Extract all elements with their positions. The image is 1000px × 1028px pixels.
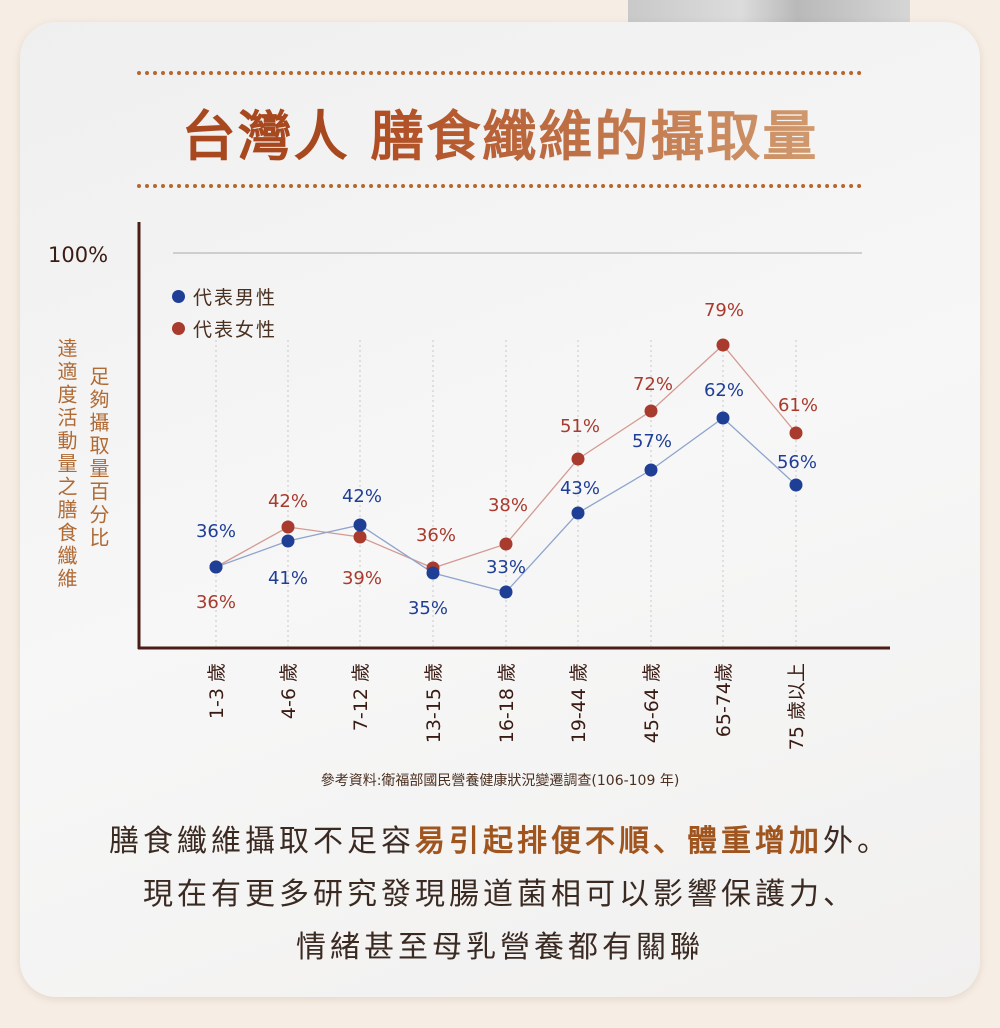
body-line-3: 情緒甚至母乳營養都有關聯 — [296, 930, 704, 965]
x-tick-label: 19-44 歲 — [568, 663, 590, 743]
data-point-male — [571, 506, 585, 520]
data-point-male — [353, 518, 367, 532]
source-note: 參考資料:衛福部國民營養健康狀況變遷調查(106-109 年) — [320, 773, 680, 789]
data-label-male: 42% — [342, 486, 382, 507]
x-tick-label: 4-6 歲 — [278, 663, 300, 719]
x-tick-label: 65-74歲 — [713, 663, 735, 737]
dotted-divider — [137, 71, 862, 75]
legend-male-dot — [172, 290, 185, 303]
line-chart: 36% 42% 39% 36% 38% 51% 72% 79% 61% 36% 41% 42% 35% 3… — [137, 222, 890, 750]
x-tick-label: 75 歲以上 — [786, 663, 808, 750]
x-tick-label: 1-3 歲 — [206, 663, 228, 719]
data-label-female: 72% — [633, 374, 673, 395]
data-point-male — [499, 585, 513, 599]
title-part2: 膳食纖維的攝取量 — [370, 104, 819, 168]
legend-male: 代表男性 — [172, 283, 277, 310]
body-highlight: 易引起排便不順、體重增加 — [415, 824, 823, 859]
y-axis-max-label: 100% — [48, 243, 109, 267]
body-line-2: 現在有更多研究發現腸道菌相可以影響保護力、 — [143, 877, 857, 912]
x-tick-label: 7-12 歲 — [350, 663, 372, 731]
y-axis-title-col2: 足夠攝取量百分比 — [86, 366, 110, 550]
data-label-female: 38% — [488, 495, 528, 516]
data-label-female: 36% — [196, 592, 236, 613]
data-point-female — [281, 520, 295, 534]
body-text: 膳食纖維攝取不足容 — [109, 824, 415, 859]
data-point-male — [281, 534, 295, 548]
data-label-female: 39% — [342, 568, 382, 589]
legend-female-label: 代表女性 — [193, 319, 278, 341]
data-point-female — [353, 530, 367, 544]
data-label-male: 56% — [777, 452, 817, 473]
data-label-male: 43% — [560, 478, 600, 499]
body-line-1: 膳食纖維攝取不足容易引起排便不順、體重增加外。 — [0, 816, 1000, 860]
data-label-female: 61% — [778, 395, 818, 416]
x-tick-label: 45-64 歲 — [641, 663, 663, 743]
data-label-female: 79% — [704, 300, 744, 321]
title-part1: 台灣人 — [181, 104, 350, 168]
body-text: 外。 — [823, 824, 891, 859]
legend-male-label: 代表男性 — [193, 287, 278, 309]
data-label-male: 35% — [408, 598, 448, 619]
data-point-female — [644, 404, 658, 418]
data-label-male: 33% — [486, 557, 526, 578]
x-tick-label: 13-15 歲 — [423, 663, 445, 743]
data-point-male — [789, 478, 803, 492]
data-point-male — [426, 566, 440, 580]
legend-female-dot — [172, 322, 185, 335]
data-point-male — [644, 463, 658, 477]
data-point-male — [209, 560, 223, 574]
data-point-female — [571, 452, 585, 466]
data-label-male: 36% — [196, 521, 236, 542]
data-label-female: 36% — [416, 525, 456, 546]
dotted-divider — [137, 184, 862, 188]
data-label-male: 62% — [704, 380, 744, 401]
data-label-male: 57% — [632, 431, 672, 452]
data-point-female — [716, 338, 730, 352]
y-axis-title-col1: 達適度活動量之膳食纖維 — [54, 338, 78, 591]
data-point-female — [789, 426, 803, 440]
legend-female: 代表女性 — [172, 315, 277, 342]
data-label-female: 51% — [560, 416, 600, 437]
page-title: 台灣人 膳食纖維的攝取量 — [0, 92, 1000, 171]
x-tick-label: 16-18 歲 — [496, 663, 518, 743]
data-label-male: 41% — [268, 568, 308, 589]
data-point-male — [716, 411, 730, 425]
data-label-female: 42% — [268, 491, 308, 512]
data-point-female — [499, 537, 513, 551]
background-photo — [628, 0, 910, 22]
